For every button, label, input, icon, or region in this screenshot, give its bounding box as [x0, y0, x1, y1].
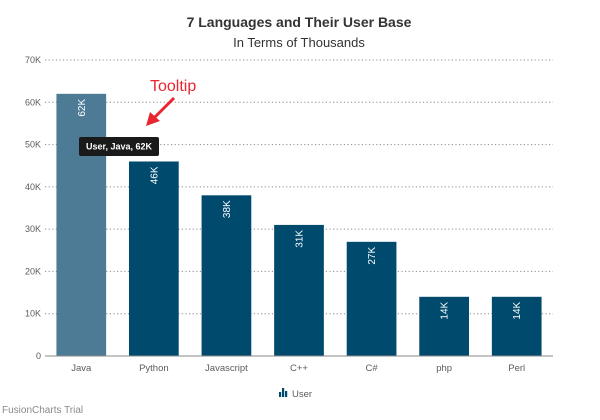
annotation-arrow-line [152, 96, 176, 120]
bar-c-[interactable] [274, 224, 324, 356]
bar-value-label: 14K [512, 301, 523, 319]
x-category-label: php [436, 363, 452, 374]
bar-php[interactable] [419, 296, 469, 356]
annotation-text: Tooltip [150, 78, 196, 95]
x-category-label: Python [139, 363, 169, 374]
tooltip: User, Java, 62K [79, 137, 159, 156]
bar-value-labels: 62K 46K 38K 31K 27K 14K 14K [77, 99, 523, 320]
bar-value-label: 27K [367, 247, 378, 265]
trial-watermark: FusionCharts Trial [2, 405, 83, 416]
y-tick-label: 10K [25, 309, 41, 319]
y-tick-label: 20K [25, 266, 41, 276]
bar-python[interactable] [129, 161, 179, 356]
y-tick-label: 60K [25, 97, 41, 107]
chart-title: 7 Languages and Their User Base [187, 14, 412, 30]
legend-bar-icon [279, 388, 288, 397]
x-category-label: Javascript [205, 363, 248, 374]
y-axis-ticks: 0 10K 20K 30K 40K 50K 60K 70K [25, 55, 41, 361]
y-tick-label: 40K [25, 182, 41, 192]
tooltip-annotation: Tooltip [146, 78, 196, 126]
y-tick-label: 0 [36, 351, 41, 361]
x-axis-categories: Java Python Javascript C++ C# php Perl [71, 363, 525, 374]
bar-value-label: 62K [77, 99, 88, 117]
bar-perl[interactable] [491, 296, 542, 356]
bar-value-label: 14K [440, 301, 451, 319]
tooltip-box [79, 137, 159, 156]
annotation-arrowhead-icon [146, 112, 160, 126]
x-category-label: Perl [508, 363, 525, 374]
bar-value-label: 46K [149, 166, 160, 184]
bars [56, 93, 542, 356]
legend[interactable]: User [279, 388, 312, 400]
x-category-label: C++ [290, 363, 308, 374]
y-tick-label: 30K [25, 224, 41, 234]
x-category-label: C# [365, 363, 378, 374]
bar-value-label: 31K [295, 230, 306, 248]
chart-subtitle: In Terms of Thousands [233, 35, 365, 50]
bar-javascript[interactable] [201, 195, 252, 356]
bar-value-label: 38K [222, 200, 233, 218]
bar-c-[interactable] [346, 241, 397, 356]
legend-label: User [292, 389, 312, 400]
y-tick-label: 50K [25, 140, 41, 150]
x-category-label: Java [71, 363, 92, 374]
tooltip-text: User, Java, 62K [86, 142, 153, 152]
bar-java[interactable] [56, 93, 107, 356]
y-tick-label: 70K [25, 55, 41, 65]
